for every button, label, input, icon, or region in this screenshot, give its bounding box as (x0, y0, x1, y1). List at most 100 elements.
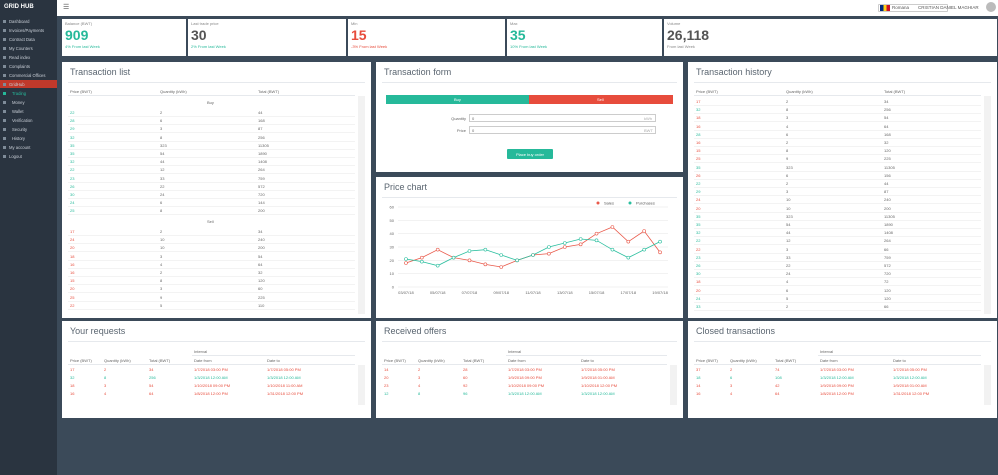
cell: 24 (70, 200, 75, 206)
submit-label[interactable]: Place buy order (515, 152, 544, 157)
point (451, 255, 456, 260)
cell: 1/31/2018 12:00 PM (893, 391, 930, 396)
interval-label: Interval (508, 349, 522, 354)
top-bar (57, 0, 998, 16)
menu-item[interactable]: Wallet (12, 109, 24, 114)
language-select[interactable] (878, 4, 948, 12)
cell: 20 (696, 287, 701, 293)
cell: 2 (418, 367, 421, 372)
row-line (68, 165, 355, 167)
submit-button[interactable] (507, 149, 553, 159)
price-label: Price (456, 128, 466, 133)
menu-item[interactable]: Read index (9, 55, 31, 60)
column-header: Date from (194, 358, 212, 363)
y-tick-label: 0 (392, 285, 395, 290)
cell: 4 (786, 279, 789, 285)
sell-tab-label[interactable]: Sell (597, 97, 604, 102)
user-name[interactable]: CRISTIAN DANIEL MAGHIAR (918, 5, 979, 10)
point (435, 247, 440, 252)
menu-item[interactable]: Commercial Offices (9, 73, 46, 78)
cell: 5 (160, 302, 163, 308)
menu-item[interactable]: Contract Data (9, 37, 35, 42)
menu-item[interactable]: History (12, 136, 26, 141)
sell-tab[interactable] (529, 95, 673, 104)
menu-item[interactable]: Logout (9, 154, 22, 159)
cell: 32 (884, 140, 889, 145)
menu-icon (3, 47, 6, 50)
row-line (694, 113, 981, 115)
row-line (68, 243, 355, 245)
divider (382, 341, 677, 342)
row-line (68, 132, 355, 134)
column-header: Quantity (kWh) (418, 358, 445, 363)
point (420, 259, 424, 264)
menu-icon (3, 38, 6, 41)
price-input[interactable] (469, 126, 656, 134)
menu-item[interactable]: My account (9, 145, 31, 150)
x-tick-label: 19/07/18 (652, 290, 668, 295)
row-line (68, 267, 355, 269)
quantity-unit: kWh (644, 116, 652, 121)
interval-label: Interval (820, 349, 834, 354)
menu-item[interactable]: GridHub (9, 82, 25, 87)
cell: 200 (258, 208, 265, 214)
cell: 240 (258, 237, 265, 243)
cell: 11305 (258, 142, 269, 148)
column-header: Total (BWT) (149, 358, 171, 363)
row-line (694, 277, 981, 279)
column-header: Total (BWT) (258, 89, 280, 94)
row-line (68, 116, 355, 117)
cell: 12 (786, 238, 791, 244)
point (658, 250, 662, 255)
stat-label: Min (351, 21, 358, 26)
cell: 2 (786, 181, 789, 186)
cell: 4 (418, 383, 421, 388)
cell: 9 (160, 294, 163, 300)
cell: 720 (258, 192, 265, 197)
cell: 66 (884, 304, 889, 309)
menu-item[interactable]: Dashboard (9, 19, 30, 24)
menu-icon (3, 119, 6, 122)
cell: 20 (384, 375, 389, 380)
cell: 8 (786, 107, 789, 113)
menu-toggle[interactable]: ☰ (63, 4, 70, 11)
legend-marker (628, 201, 632, 205)
cell: 1/3/2018 12:00 AM (194, 375, 228, 380)
menu-item[interactable]: My Counters (9, 46, 33, 51)
row-line (694, 129, 981, 131)
stat-change: 10% From last Week (510, 44, 548, 49)
row-line (694, 178, 981, 180)
avatar[interactable] (986, 2, 996, 12)
interval-line (192, 355, 355, 356)
cell: 96 (463, 391, 468, 396)
menu-item[interactable]: Money (12, 100, 25, 105)
buy-tab[interactable] (386, 95, 529, 104)
row-line (694, 260, 981, 262)
point (578, 237, 583, 241)
quantity-input[interactable] (469, 114, 656, 122)
cell: 323 (786, 164, 793, 170)
cell: 1/10/2018 09:00 PM (508, 383, 545, 388)
sell-label: Sell (207, 219, 214, 224)
menu-item[interactable]: Security (12, 127, 28, 132)
price-value[interactable]: 0 (472, 128, 475, 133)
menu-item[interactable]: Trading (12, 91, 27, 96)
menu-item[interactable]: Invoices/Payments (9, 28, 45, 33)
row-line (68, 148, 355, 150)
stat-change: 2% From last Week (191, 44, 226, 49)
quantity-value[interactable]: 0 (472, 116, 475, 121)
buy-tab-label[interactable]: Buy (454, 97, 461, 102)
cell: 24 (70, 237, 75, 243)
x-tick-label: 17/07/18 (621, 290, 637, 295)
language[interactable]: Romana (892, 5, 910, 10)
cell: 1/7/2018 05:00 PM (581, 367, 615, 372)
cell: 18 (696, 279, 701, 285)
cell: 3 (160, 253, 163, 259)
menu-item[interactable]: Complaints (9, 64, 30, 69)
menu-item[interactable]: Verification (12, 118, 33, 123)
row-line (694, 252, 981, 254)
cell: 64 (884, 123, 889, 129)
request-panel: Received offers Interval Price (BWT) Quanti… (376, 321, 683, 418)
cell: 200 (258, 245, 265, 251)
column-header: Date to (893, 358, 906, 363)
